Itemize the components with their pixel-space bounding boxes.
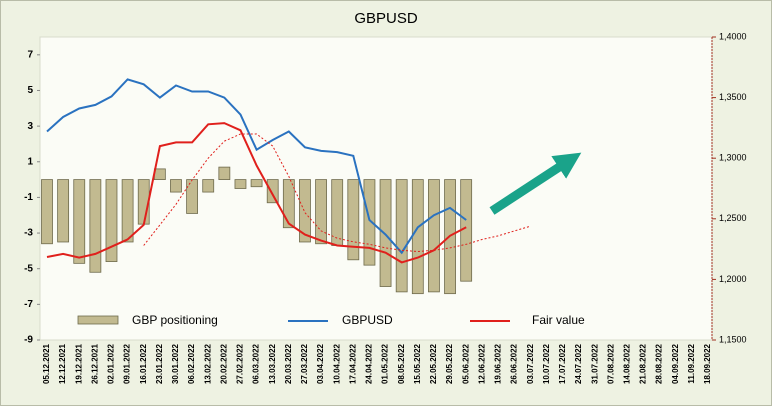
legend-label: Fair value — [532, 313, 585, 327]
y-tick-label: 3 — [27, 121, 33, 132]
y2-tick-label: 1,3500 — [719, 92, 747, 102]
bar — [170, 179, 182, 193]
legend-label: GBP positioning — [132, 313, 218, 327]
x-tick-label: 05.12.2021 — [42, 343, 51, 384]
x-tick-label: 10.04.2022 — [332, 343, 341, 384]
x-tick-label: 08.05.2022 — [397, 343, 406, 384]
x-tick-label: 26.12.2021 — [90, 343, 99, 384]
x-tick-label: 15.05.2022 — [413, 343, 422, 384]
x-tick-label: 18.09.2022 — [703, 343, 712, 384]
bar — [363, 179, 376, 266]
chart-title: GBPUSD — [354, 10, 418, 27]
x-tick-label: 30.01.2022 — [171, 343, 180, 384]
bar — [315, 179, 327, 245]
x-tick-label: 19.06.2022 — [494, 343, 503, 384]
bar — [428, 179, 440, 293]
bar — [202, 179, 215, 193]
x-tick-label: 12.06.2022 — [477, 343, 486, 384]
bar — [395, 179, 408, 293]
bar — [153, 168, 166, 180]
x-tick-label: 17.04.2022 — [348, 343, 357, 384]
y-tick-label: 5 — [27, 85, 33, 96]
x-tick-label: 03.07.2022 — [526, 343, 535, 384]
bar — [121, 179, 134, 243]
x-tick-label: 22.05.2022 — [429, 343, 438, 384]
x-tick-label: 01.05.2022 — [381, 343, 390, 384]
trend-arrow — [489, 152, 582, 215]
y2-tick-label: 1,3000 — [719, 153, 747, 163]
x-tick-label: 10.07.2022 — [542, 343, 551, 384]
y-tick-label: -7 — [24, 299, 33, 310]
bar — [186, 179, 198, 214]
bar — [282, 179, 295, 229]
x-tick-label: 28.08.2022 — [655, 343, 664, 384]
x-tick-label: 29.05.2022 — [445, 343, 454, 384]
bar — [73, 179, 86, 264]
x-tick-label: 19.12.2021 — [74, 343, 83, 384]
x-tick-label: 13.03.2022 — [268, 343, 277, 384]
x-tick-label: 20.03.2022 — [284, 343, 293, 384]
x-tick-label: 09.01.2022 — [123, 343, 132, 384]
line — [46, 78, 467, 255]
bar — [331, 179, 344, 246]
x-tick-label: 27.03.2022 — [300, 343, 309, 384]
x-tick-label: 16.01.2022 — [139, 343, 148, 384]
x-tick-label: 06.03.2022 — [252, 343, 261, 384]
bar — [218, 166, 231, 180]
x-tick-label: 11.09.2022 — [687, 343, 696, 383]
bar — [411, 179, 424, 295]
bar — [379, 179, 392, 287]
legend-swatch — [77, 315, 119, 325]
x-tick-label: 13.02.2022 — [203, 343, 212, 384]
x-tick-label: 03.04.2022 — [316, 343, 325, 384]
x-tick-label: 31.07.2022 — [590, 343, 599, 384]
x-tick-label: 17.07.2022 — [558, 343, 567, 384]
bar — [234, 179, 247, 189]
x-tick-label: 24.04.2022 — [365, 343, 374, 384]
y2-tick-label: 1,1500 — [719, 334, 747, 344]
bar — [299, 179, 311, 243]
y2-tick-label: 1,2500 — [719, 213, 747, 223]
bar — [266, 179, 279, 204]
y-tick-label: -5 — [24, 263, 33, 274]
y-tick-label: 7 — [27, 49, 33, 60]
x-tick-label: 06.02.2022 — [187, 343, 196, 384]
y2-tick-label: 1,2000 — [719, 274, 747, 284]
x-tick-label: 24.07.2022 — [574, 343, 583, 384]
x-tick-label: 05.06.2022 — [461, 343, 470, 384]
bar — [41, 179, 53, 245]
x-tick-label: 21.08.2022 — [639, 343, 648, 384]
line — [143, 133, 531, 253]
x-tick-label: 02.01.2022 — [107, 343, 116, 384]
line — [46, 122, 467, 264]
x-tick-label: 23.01.2022 — [155, 343, 164, 384]
x-tick-label: 27.02.2022 — [236, 343, 245, 384]
x-tick-label: 20.02.2022 — [219, 343, 228, 384]
bar — [105, 179, 118, 262]
bar — [89, 179, 102, 273]
y-tick-label: -9 — [24, 335, 33, 346]
legend-label: GBPUSD — [342, 313, 393, 327]
x-tick-label: 04.09.2022 — [671, 343, 680, 384]
x-tick-label: 07.08.2022 — [606, 343, 615, 384]
x-tick-label: 26.06.2022 — [510, 343, 519, 384]
y-tick-label: -1 — [24, 192, 33, 203]
bar — [347, 179, 360, 261]
x-tick-label: 12.12.2021 — [58, 343, 67, 384]
y2-tick-label: 1,4000 — [719, 31, 747, 41]
bar — [57, 179, 70, 243]
y-tick-label: -3 — [24, 228, 33, 239]
y-tick-label: 1 — [27, 156, 33, 167]
bar — [250, 179, 263, 188]
x-tick-label: 14.08.2022 — [622, 343, 631, 384]
